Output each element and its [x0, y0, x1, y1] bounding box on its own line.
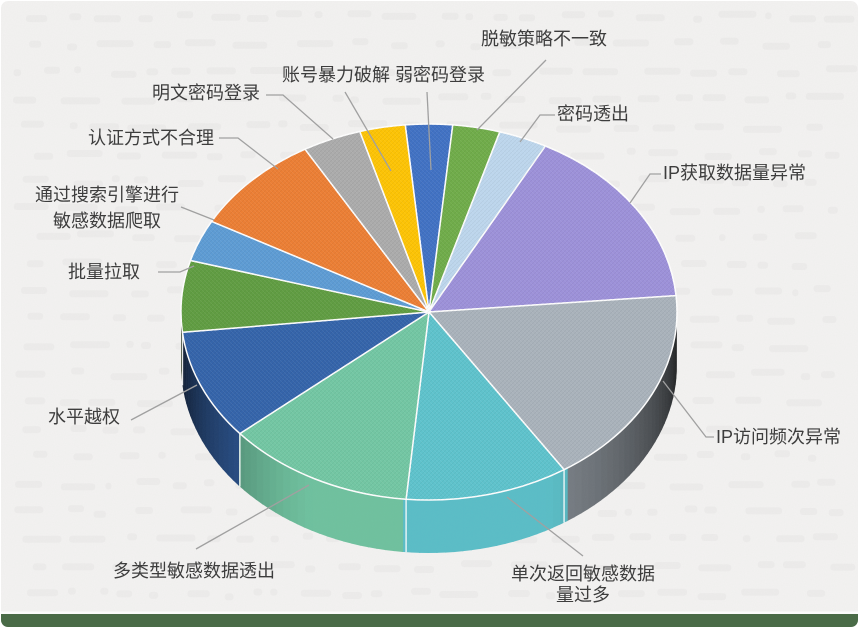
paper-grain — [1, 1, 858, 612]
footer-bar — [1, 614, 858, 627]
footer-divider — [1, 611, 858, 614]
